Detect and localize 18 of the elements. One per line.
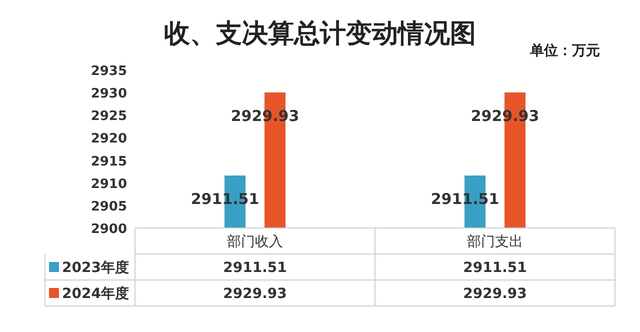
legend-label: 2023年度: [62, 259, 129, 276]
y-tick-label: 2900: [90, 222, 127, 237]
text: 2911.51: [463, 260, 527, 276]
y-tick-label: 2915: [90, 154, 127, 170]
text: 单位：万元: [529, 43, 600, 59]
y-tick-label: 2920: [90, 132, 127, 147]
y-tick-label: 2930: [90, 86, 127, 102]
text: 2929.93: [223, 286, 287, 302]
chart-title: 收、支决算总计变动情况图: [164, 19, 476, 49]
y-tick-label: 2905: [90, 199, 127, 214]
x-tick-label: 部门收入: [227, 234, 283, 250]
y-tick-label: 2925: [90, 109, 127, 124]
legend-label: 2024年度: [62, 285, 129, 302]
text: 2929.93: [463, 286, 527, 302]
y-tick-label: 2910: [90, 176, 127, 192]
x-tick-label: 部门支出: [467, 234, 523, 250]
y-tick-label: 2935: [90, 64, 127, 79]
text: 2911.51: [223, 260, 287, 276]
